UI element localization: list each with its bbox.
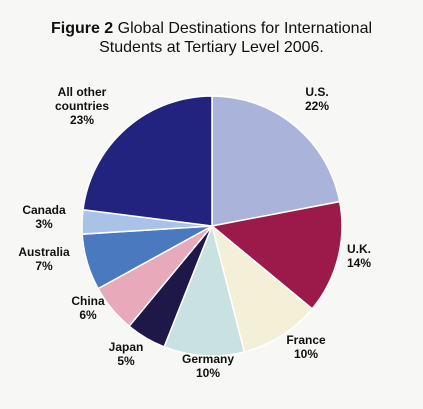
slice-label-japan: Japan 5% xyxy=(109,340,144,368)
slice-label-canada: Canada 3% xyxy=(22,203,66,231)
slice-label-germany: Germany 10% xyxy=(182,352,234,380)
slice-label-china: China 6% xyxy=(71,294,105,322)
pie-slice-u-s xyxy=(211,95,341,227)
chart-title-text1: Global Destinations for International xyxy=(117,20,373,37)
pie-slice-france xyxy=(210,223,314,353)
slice-label-all-other-countries: All other countries 23% xyxy=(55,85,109,127)
chart-title-line1: Figure 2 Global Destinations for Interna… xyxy=(0,20,423,38)
slice-label-u-k: U.K. 14% xyxy=(347,242,371,270)
pie-slice-u-k xyxy=(210,200,343,310)
pie-slices xyxy=(81,95,343,357)
slice-label-u-s: U.S. 22% xyxy=(305,85,329,113)
pie-slice-all-other-countries xyxy=(82,95,213,227)
figure-label: Figure 2 xyxy=(50,20,114,37)
pie-slice-germany xyxy=(163,223,246,357)
slice-label-australia: Australia 7% xyxy=(18,245,70,273)
chart-title-line2: Students at Tertiary Level 2006. xyxy=(99,39,324,56)
pie-labels: U.S. 22% U.K. 14% France 10% Germany 10% Japan 5%… xyxy=(18,85,371,380)
slice-label-france: France 10% xyxy=(286,333,326,361)
